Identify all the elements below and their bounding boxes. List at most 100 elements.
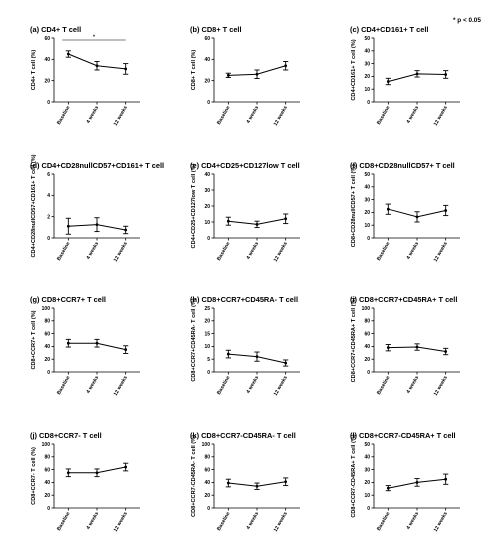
x-tick-label: 4 weeks xyxy=(85,241,100,261)
y-tick-label: 40 xyxy=(364,455,370,461)
x-tick-label: 4 weeks xyxy=(245,105,260,125)
y-tick-label: 0 xyxy=(367,506,370,512)
y-tick-label: 20 xyxy=(44,78,50,84)
y-tick-label: 20 xyxy=(364,480,370,486)
chart-panel: (b) CD8+ T cell 0 20 40 60 CD8+ T cell (%) Bas… xyxy=(190,25,300,127)
y-tick-label: 10 xyxy=(364,87,370,93)
data-point xyxy=(66,224,70,228)
x-tick-label: 4 weeks xyxy=(85,375,100,395)
y-tick-label: 100 xyxy=(42,306,51,312)
data-point xyxy=(124,465,128,469)
x-tick-label: 4 weeks xyxy=(245,375,260,395)
y-tick-label: 20 xyxy=(44,493,50,499)
x-tick-label: 12 weeks xyxy=(273,241,289,263)
y-tick-label: 40 xyxy=(204,57,210,63)
y-tick-label: 60 xyxy=(204,36,210,42)
y-tick-label: 10 xyxy=(364,493,370,499)
y-tick-label: 30 xyxy=(364,197,370,203)
y-tick-label: 100 xyxy=(42,442,51,448)
y-axis-label: CD8+CCR7+CD45RA+ T cell (%) xyxy=(351,298,357,383)
x-tick-label: 12 weeks xyxy=(433,375,449,397)
y-axis-label: CD4+CD161+ T cell (%) xyxy=(351,39,357,100)
chart-panel: (i) CD8+CCR7+CD45RA+ T cell 0 20 40 60 80 100 C… xyxy=(350,295,460,397)
data-point xyxy=(95,223,99,227)
x-tick-label: Baseline xyxy=(376,375,392,396)
x-tick-label: 12 weeks xyxy=(433,241,449,263)
x-tick-label: 4 weeks xyxy=(85,511,100,531)
chart-title: (d) CD4+CD28nullCD57+CD161+ T cell xyxy=(30,161,164,170)
data-point xyxy=(95,471,99,475)
chart-panel: (g) CD8+CCR7+ T cell 0 20 40 60 80 100 CD8+CCR7… xyxy=(30,295,140,397)
x-tick-label: 12 weeks xyxy=(273,105,289,127)
y-tick-label: 20 xyxy=(364,357,370,363)
y-tick-label: 20 xyxy=(204,78,210,84)
y-axis-label: CD4+CD25+CD127low T cell (%) xyxy=(191,163,197,248)
y-tick-label: 10 xyxy=(204,344,210,350)
y-tick-label: 20 xyxy=(204,319,210,325)
x-tick-label: 12 weeks xyxy=(113,105,129,127)
data-point xyxy=(66,52,70,56)
chart-title: (k) CD8+CCR7-CD45RA- T cell xyxy=(190,431,296,440)
x-tick-label: 4 weeks xyxy=(405,375,420,395)
y-tick-label: 60 xyxy=(44,467,50,473)
x-tick-label: 12 weeks xyxy=(113,375,129,397)
x-tick-label: 4 weeks xyxy=(85,105,100,125)
y-axis-label: CD8+CCR7- T cell (%) xyxy=(31,447,37,505)
x-tick-label: Baseline xyxy=(56,241,72,262)
y-tick-label: 60 xyxy=(364,331,370,337)
y-tick-label: 5 xyxy=(207,357,210,363)
x-tick-label: 12 weeks xyxy=(433,511,449,533)
x-tick-label: 12 weeks xyxy=(273,375,289,397)
data-point xyxy=(415,481,419,484)
data-point xyxy=(95,64,99,68)
data-point xyxy=(124,348,128,351)
y-tick-label: 0 xyxy=(207,370,210,376)
chart-title: (e) CD4+CD25+CD127low T cell xyxy=(190,161,300,170)
y-tick-label: 60 xyxy=(204,467,210,473)
y-tick-label: 40 xyxy=(204,172,210,178)
y-tick-label: 0 xyxy=(367,100,370,106)
data-point xyxy=(415,215,419,219)
x-tick-label: Baseline xyxy=(56,375,72,396)
y-tick-label: 0 xyxy=(47,370,50,376)
data-point xyxy=(284,217,288,221)
chart-title: (f) CD8+CD28nullCD57+ T cell xyxy=(350,161,455,170)
data-point xyxy=(386,207,390,211)
y-axis-label: CD8+CCR7-CD45RA+ T cell (%) xyxy=(351,434,357,517)
y-tick-label: 30 xyxy=(364,467,370,473)
y-tick-label: 80 xyxy=(204,455,210,461)
significance-marker: * xyxy=(93,35,95,41)
chart-title: (b) CD8+ T cell xyxy=(190,25,242,34)
data-point xyxy=(444,209,448,212)
y-tick-label: 0 xyxy=(367,236,370,242)
chart-panel: (h) CD8+CCR7+CD45RA- T cell 0 5 10 15 20 25 CD8… xyxy=(190,295,300,397)
data-point xyxy=(66,471,70,475)
y-tick-label: 4 xyxy=(47,193,50,199)
x-tick-label: Baseline xyxy=(56,105,72,126)
x-tick-label: 12 weeks xyxy=(433,105,449,127)
chart-panel: (j) CD8+CCR7- T cell 0 20 40 60 80 100 CD8+CCR7… xyxy=(30,431,140,533)
x-tick-label: 4 weeks xyxy=(405,241,420,261)
chart-panel: (a) CD4+ T cell 0 20 40 60 CD4+ T cell (%) Bas… xyxy=(30,25,140,127)
y-tick-label: 50 xyxy=(364,442,370,448)
y-tick-label: 80 xyxy=(364,319,370,325)
y-tick-label: 80 xyxy=(44,319,50,325)
data-point xyxy=(226,352,230,356)
chart-panel: (d) CD4+CD28nullCD57+CD161+ T cell 0 2 4 6 CD… xyxy=(30,154,164,263)
y-tick-label: 6 xyxy=(47,172,50,178)
chart-panel: (e) CD4+CD25+CD127low T cell 0 10 20 30 40 CD4… xyxy=(190,161,300,263)
significance-note: * p < 0.05 xyxy=(453,17,481,24)
y-tick-label: 40 xyxy=(44,57,50,63)
x-tick-label: 4 weeks xyxy=(245,241,260,261)
data-point xyxy=(255,484,259,488)
chart-title: (g) CD8+CCR7+ T cell xyxy=(30,295,106,304)
data-point xyxy=(444,350,448,353)
y-tick-label: 60 xyxy=(44,36,50,42)
y-axis-label: CD8+CCR7+CD45RA- T cell (%) xyxy=(191,298,197,381)
y-tick-label: 100 xyxy=(362,306,371,312)
y-tick-label: 50 xyxy=(364,36,370,42)
y-tick-label: 20 xyxy=(44,357,50,363)
y-tick-label: 20 xyxy=(204,204,210,210)
data-point xyxy=(284,480,288,484)
